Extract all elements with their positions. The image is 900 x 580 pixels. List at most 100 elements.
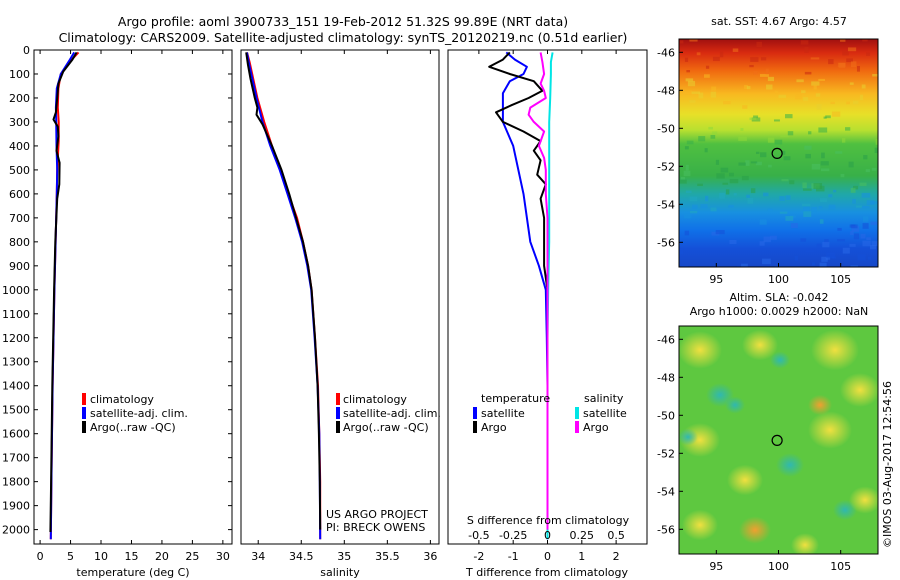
sst-texture-cell [679,40,684,44]
sst-texture-cell [767,76,775,82]
depth-tick-label: 2000 [2,524,30,537]
salinity-axes-frame [240,49,440,545]
sst-texture-cell [747,197,754,204]
sst-texture-cell [857,254,866,261]
sst-texture-cell [729,239,737,244]
sst-texture-cell [781,150,786,155]
legend-swatch-argo [82,421,86,433]
sst-texture-cell [749,117,757,121]
sst-texture [679,39,878,267]
legend-swatch-climatology [336,393,340,405]
sla-blob [811,329,859,371]
x-tick-label: 34.5 [289,550,314,563]
legend-temperature-panel: climatology satellite-adj. clim. Argo(..… [82,393,188,434]
legend-label-argo: Argo(..raw -QC) [90,421,176,434]
map-y-tick-label: -50 [657,409,675,422]
sst-texture-cell [852,198,856,204]
sst-texture-cell [684,230,690,236]
sst-texture-cell [824,239,829,244]
sla-blob [770,351,790,369]
legend-salinity-panel: climatology satellite-adj. clim. Argo(..… [336,393,441,434]
sst-texture-cell [789,180,795,185]
sst-texture-cell [801,90,806,94]
sst-texture-cell [790,223,798,229]
sla-blob [725,396,745,414]
depth-tick-label: 1200 [2,332,30,345]
series-line-argo-raw-qc [49,51,78,533]
depth-tick-label: 1800 [2,476,30,489]
sst-texture-cell [783,156,791,161]
difference-series [488,51,554,540]
sst-texture-cell [800,238,807,242]
sst-texture-cell [862,216,869,222]
legend-swatch-sal-argo [575,421,579,433]
sst-texture-cell [849,243,856,247]
depth-tick-label: 400 [9,140,30,153]
figure-title-line2: Climatology: CARS2009. Satellite-adjuste… [59,30,628,45]
sst-texture-cell [831,111,841,117]
salinity-series [245,52,322,540]
sst-texture-cell [815,93,821,97]
map-x-tick-label: 100 [768,273,789,286]
sst-texture-cell [711,231,720,236]
legend-label-sal-satellite: satellite [583,407,627,420]
sst-texture-cell [860,233,866,239]
sst-texture-cell [835,151,843,154]
sla-map-axes: 95 100 105 -46 -48 -50 -52 -54 -56 [657,333,851,573]
sst-texture-cell [820,161,829,166]
sst-texture-cell [865,169,870,173]
depth-tick-label: 1500 [2,404,30,417]
sst-texture-cell [785,216,794,221]
sla-blob [739,516,771,544]
legend-swatch-satellite [336,407,340,419]
map-x-tick-label: 95 [709,560,723,573]
sst-texture-cell [861,192,871,198]
sla-map-title1: Altim. SLA: -0.042 [729,291,828,304]
sla-blob [808,411,852,449]
x-tick-label: 30 [216,550,230,563]
sst-texture-cell [794,255,798,261]
sst-texture-cell [700,204,708,209]
depth-tick-label: 1600 [2,428,30,441]
sst-texture-cell [697,183,703,187]
t-difference-xlabel: T difference from climatology [465,566,628,579]
sst-texture-cell [796,79,804,83]
sst-texture-cell [768,164,772,168]
sst-texture-cell [840,173,845,178]
x-tick-label: -1 [508,550,519,563]
sst-texture-cell [823,116,827,119]
sst-texture-cell [818,127,828,133]
sst-texture-cell [803,206,810,213]
legend-header-salinity: salinity [584,392,624,405]
sst-texture-cell [680,176,686,180]
sst-texture-cell [722,182,729,185]
sst-map-title: sat. SST: 4.67 Argo: 4.57 [711,15,847,28]
sst-texture-cell [810,57,820,60]
sst-texture-cell [767,208,773,211]
depth-tick-label: 1900 [2,500,30,513]
sst-texture-cell [705,65,710,69]
sst-texture-cell [684,212,692,219]
salinity-x-axis: 34 34.5 35 35.5 36 [251,50,437,563]
sst-texture-cell [696,52,701,56]
s-difference-tick-label: 0 [544,529,551,542]
sst-texture-cell [813,182,823,189]
map-y-tick-label: -46 [657,46,675,59]
series-line-temperature-argo [488,51,549,530]
sst-texture-cell [692,204,698,209]
depth-tick-label: 600 [9,188,30,201]
legend-label-temp-satellite: satellite [481,407,525,420]
sst-texture-cell [738,136,747,141]
sst-texture-cell [811,81,820,86]
sst-texture-cell [805,249,815,252]
legend-label-sal-argo: Argo [583,421,609,434]
sst-texture-cell [711,131,718,136]
sst-texture-cell [845,127,851,131]
sst-texture-cell [779,196,785,201]
sst-texture-cell [866,237,871,241]
depth-tick-label: 500 [9,164,30,177]
credit-line2: PI: BRECK OWENS [326,521,425,534]
sst-texture-cell [683,170,691,177]
sst-texture-cell [741,175,749,181]
sst-texture-cell [804,46,809,53]
